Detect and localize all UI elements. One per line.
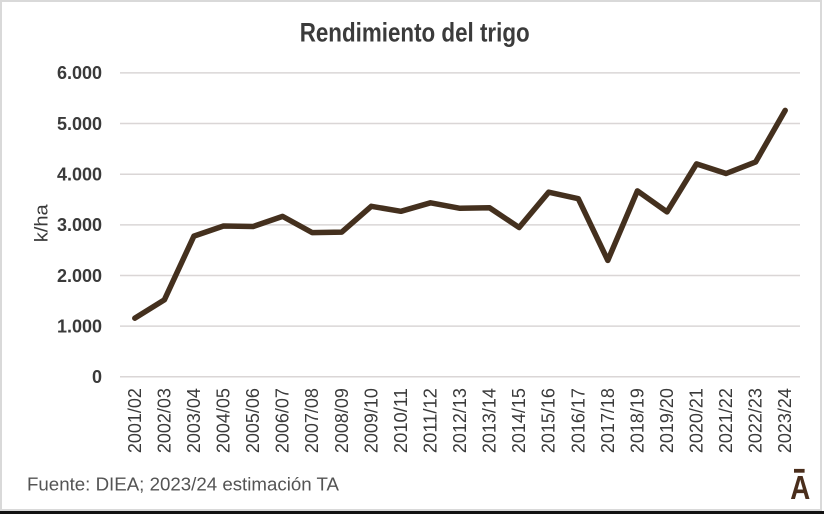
svg-text:2020/21: 2020/21 xyxy=(687,388,707,453)
svg-text:5.000: 5.000 xyxy=(57,114,102,134)
svg-text:2022/23: 2022/23 xyxy=(746,388,766,453)
svg-text:2016/17: 2016/17 xyxy=(568,388,588,453)
svg-text:2003/04: 2003/04 xyxy=(184,388,204,453)
svg-text:2007/08: 2007/08 xyxy=(302,388,322,453)
svg-text:4.000: 4.000 xyxy=(57,165,102,185)
svg-text:2015/16: 2015/16 xyxy=(539,388,559,453)
svg-text:2021/22: 2021/22 xyxy=(716,388,736,453)
svg-text:0: 0 xyxy=(92,367,102,387)
svg-text:2009/10: 2009/10 xyxy=(361,388,381,453)
svg-text:Fuente: DIEA; 2023/24 estimaci: Fuente: DIEA; 2023/24 estimación TA xyxy=(27,474,340,495)
svg-text:A: A xyxy=(790,469,810,506)
svg-text:2006/07: 2006/07 xyxy=(273,388,293,453)
svg-text:1.000: 1.000 xyxy=(57,316,102,336)
svg-text:2004/05: 2004/05 xyxy=(214,388,234,453)
svg-text:2017/18: 2017/18 xyxy=(598,388,618,453)
svg-text:2023/24: 2023/24 xyxy=(775,388,795,453)
svg-text:2010/11: 2010/11 xyxy=(391,388,411,453)
svg-text:2011/12: 2011/12 xyxy=(421,388,441,453)
svg-text:3.000: 3.000 xyxy=(57,215,102,235)
svg-text:2013/14: 2013/14 xyxy=(480,388,500,453)
svg-text:6.000: 6.000 xyxy=(57,63,102,83)
svg-text:Rendimiento del trigo: Rendimiento del trigo xyxy=(300,17,530,47)
svg-text:2001/02: 2001/02 xyxy=(125,388,145,453)
svg-text:2012/13: 2012/13 xyxy=(450,388,470,453)
svg-text:2002/03: 2002/03 xyxy=(154,388,174,453)
svg-text:2.000: 2.000 xyxy=(57,266,102,286)
svg-text:2008/09: 2008/09 xyxy=(332,388,352,453)
svg-text:2018/19: 2018/19 xyxy=(627,388,647,453)
svg-text:k/ha: k/ha xyxy=(32,203,52,242)
svg-text:2019/20: 2019/20 xyxy=(657,388,677,453)
svg-text:2005/06: 2005/06 xyxy=(243,388,263,453)
svg-text:2014/15: 2014/15 xyxy=(509,388,529,453)
